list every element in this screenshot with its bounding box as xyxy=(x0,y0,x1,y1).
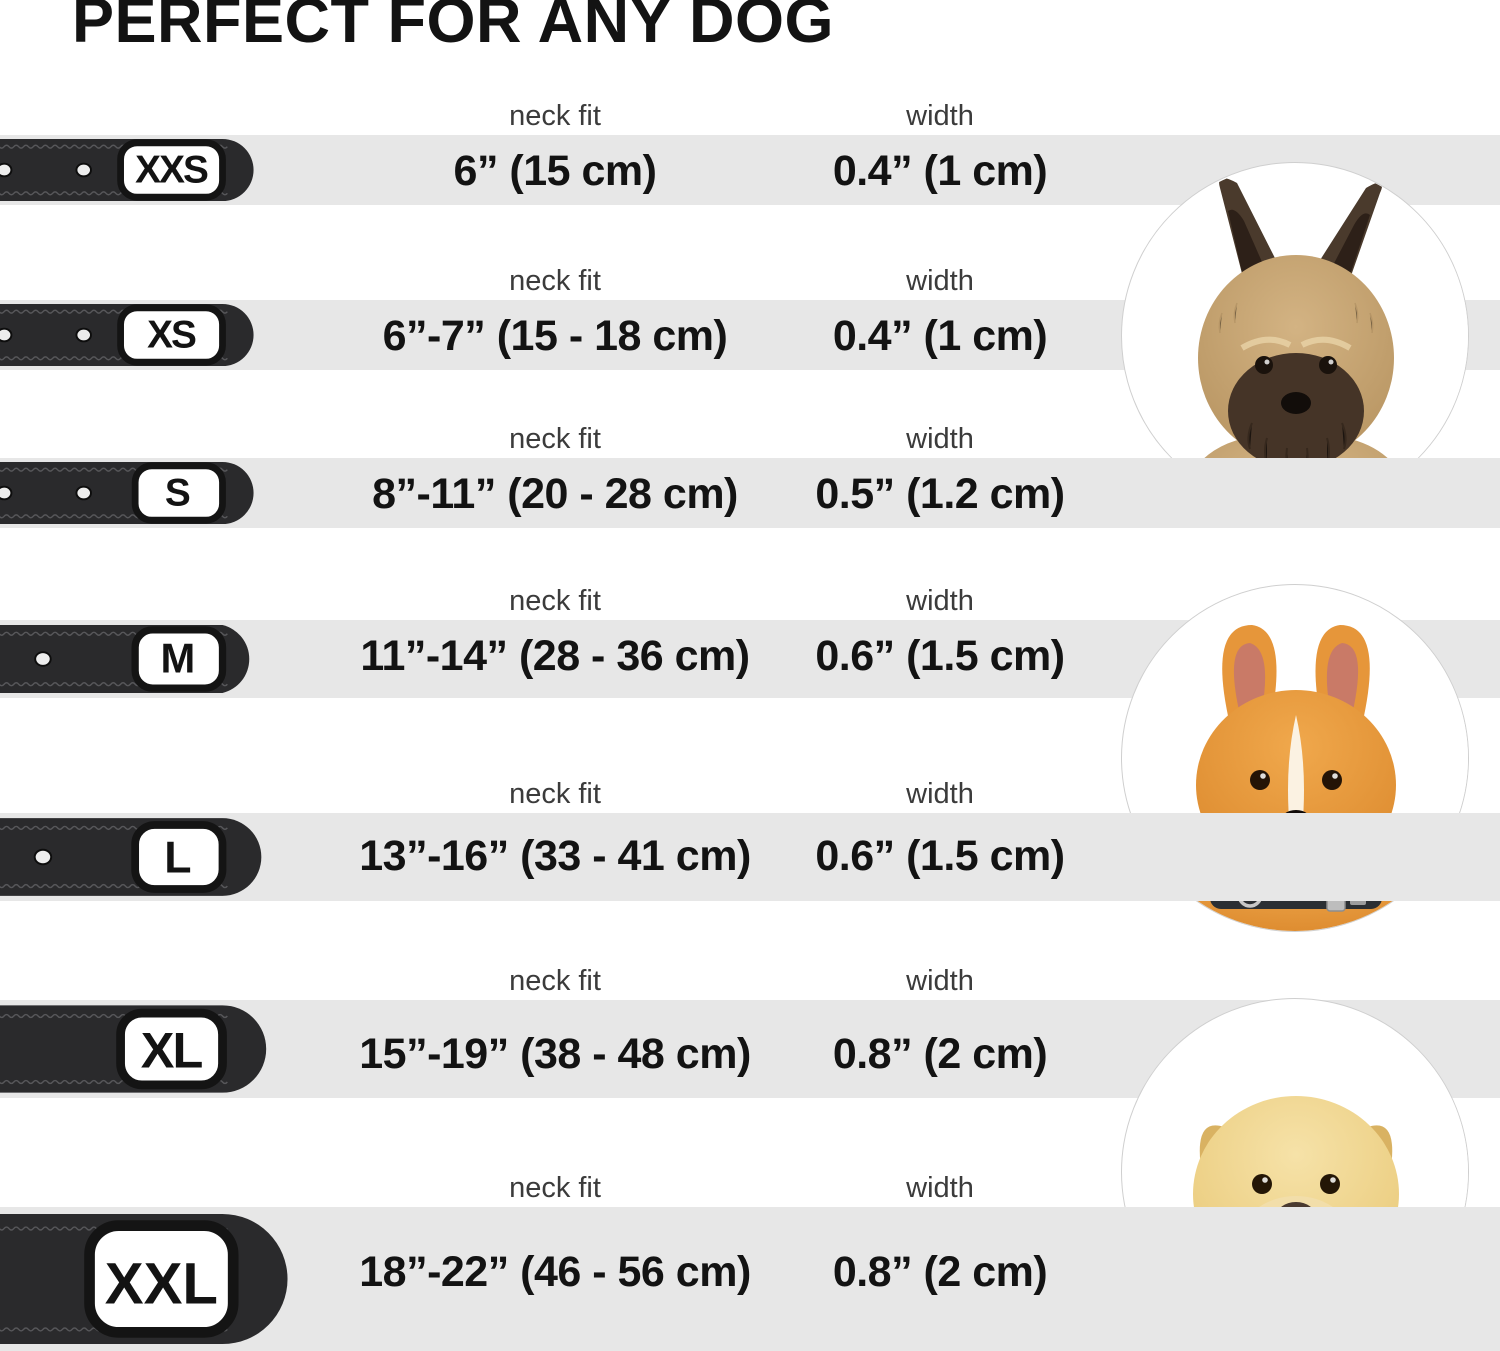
svg-text:S: S xyxy=(165,472,191,515)
svg-text:XXL: XXL xyxy=(105,1251,218,1316)
svg-text:XS: XS xyxy=(147,314,196,357)
svg-text:XL: XL xyxy=(141,1021,203,1078)
svg-text:M: M xyxy=(160,635,195,682)
svg-text:XXS: XXS xyxy=(135,149,208,192)
svg-text:L: L xyxy=(164,834,191,883)
